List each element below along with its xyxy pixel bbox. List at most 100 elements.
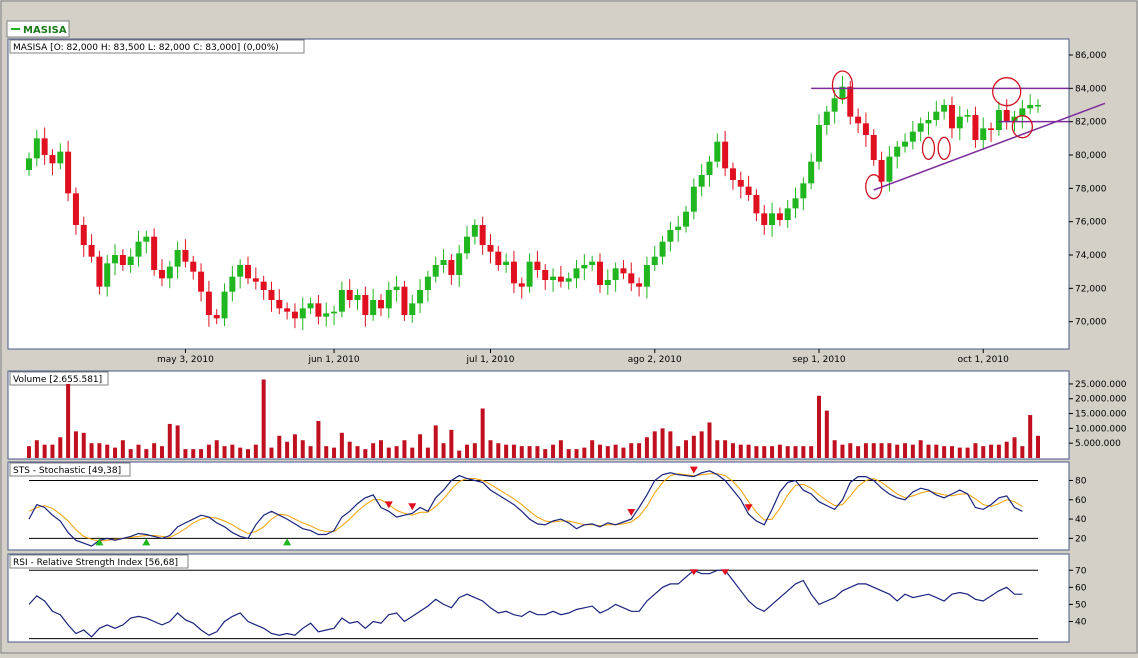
candle-body bbox=[479, 225, 486, 245]
candle bbox=[753, 189, 760, 222]
volume-bar bbox=[105, 444, 110, 458]
volume-bar bbox=[754, 446, 759, 458]
candle-body bbox=[659, 241, 666, 257]
rsi-y-tick-label: 50 bbox=[1075, 600, 1087, 610]
candle-body bbox=[737, 180, 744, 187]
volume-bar bbox=[535, 446, 540, 458]
volume-bar bbox=[660, 428, 665, 458]
candle-body bbox=[683, 211, 690, 227]
candle-body bbox=[268, 290, 275, 300]
candle bbox=[33, 130, 40, 167]
volume-bar bbox=[324, 446, 329, 458]
volume-bar bbox=[856, 446, 861, 458]
volume-bar bbox=[621, 447, 626, 458]
candle bbox=[495, 245, 502, 271]
candle bbox=[104, 255, 111, 297]
candle-body bbox=[972, 115, 979, 140]
candle bbox=[409, 295, 416, 323]
volume-y-tick-label: 20.000.000 bbox=[1075, 395, 1127, 405]
volume-bar bbox=[504, 444, 509, 458]
candle bbox=[158, 259, 165, 287]
volume-bar bbox=[793, 446, 798, 458]
candle-body bbox=[534, 261, 541, 270]
y-tick-label: 72,000 bbox=[1075, 284, 1107, 294]
candle-body bbox=[550, 276, 557, 280]
y-tick-label: 70,000 bbox=[1075, 318, 1107, 328]
rsi-y-tick-label: 40 bbox=[1075, 618, 1087, 628]
candle bbox=[972, 106, 979, 148]
candle-body bbox=[424, 276, 431, 290]
candle-body bbox=[651, 256, 658, 265]
pattern-circle bbox=[992, 77, 1022, 107]
candle bbox=[151, 228, 158, 276]
volume-bar bbox=[1028, 415, 1033, 458]
candle-body bbox=[1035, 105, 1041, 107]
candle-body bbox=[104, 263, 111, 287]
volume-bar bbox=[472, 443, 477, 458]
candle-body bbox=[26, 158, 32, 170]
candle-body bbox=[518, 283, 525, 287]
volume-bar bbox=[848, 443, 853, 458]
candle bbox=[424, 270, 431, 302]
candle bbox=[855, 108, 862, 134]
candle-body bbox=[1003, 110, 1010, 122]
volume-bar bbox=[668, 431, 673, 458]
volume-bar bbox=[253, 444, 258, 458]
candle bbox=[252, 267, 259, 290]
candle bbox=[628, 262, 635, 292]
candle bbox=[800, 177, 807, 211]
candle bbox=[72, 187, 79, 235]
candle bbox=[307, 297, 314, 315]
candle bbox=[49, 149, 56, 176]
candle bbox=[581, 254, 588, 281]
tab-masisa[interactable]: MASISA bbox=[6, 20, 70, 38]
volume-bar bbox=[785, 446, 790, 458]
volume-bar bbox=[441, 443, 446, 458]
x-tick-label: jun 1, 2010 bbox=[307, 355, 359, 365]
candle bbox=[401, 280, 408, 321]
volume-bar bbox=[113, 447, 118, 458]
candle-body bbox=[831, 98, 838, 112]
candle bbox=[127, 248, 134, 273]
candle-body bbox=[127, 256, 134, 265]
volume-bar bbox=[519, 446, 524, 458]
candle-body bbox=[620, 268, 627, 274]
volume-bar bbox=[308, 446, 313, 458]
volume-bar bbox=[879, 443, 884, 458]
candle-body bbox=[190, 261, 197, 272]
volume-bar bbox=[551, 444, 556, 458]
volume-bar bbox=[730, 443, 735, 458]
volume-bar bbox=[597, 444, 602, 458]
candle-body bbox=[542, 270, 549, 280]
volume-bar bbox=[637, 443, 642, 458]
volume-bar bbox=[355, 446, 360, 458]
stoch-y-tick-label: 60 bbox=[1075, 496, 1087, 506]
sell-signal-marker bbox=[408, 503, 417, 511]
candle-body bbox=[941, 105, 948, 112]
candle bbox=[213, 309, 220, 325]
candle bbox=[260, 275, 267, 300]
candle bbox=[377, 294, 384, 317]
candle-body bbox=[260, 281, 267, 290]
candle bbox=[643, 256, 650, 299]
candle bbox=[229, 265, 236, 302]
x-tick-label: may 3, 2010 bbox=[157, 355, 214, 365]
candle bbox=[417, 279, 424, 314]
volume-bar bbox=[1012, 437, 1017, 458]
volume-bar bbox=[676, 446, 681, 458]
candle bbox=[808, 153, 815, 190]
candle bbox=[1003, 99, 1010, 130]
stoch-signal-line bbox=[28, 473, 1023, 542]
rsi-series bbox=[28, 569, 1038, 640]
volume-bar bbox=[347, 441, 352, 458]
candle bbox=[57, 143, 64, 170]
candle bbox=[354, 289, 361, 310]
volume-bar bbox=[152, 443, 157, 458]
volume-bar bbox=[120, 440, 125, 458]
candle-body bbox=[432, 265, 439, 277]
candle-body bbox=[174, 250, 181, 267]
candle-body bbox=[417, 290, 424, 304]
volume-bar bbox=[1004, 441, 1009, 458]
pattern-circle bbox=[1011, 115, 1034, 139]
volume-bar bbox=[183, 449, 188, 458]
